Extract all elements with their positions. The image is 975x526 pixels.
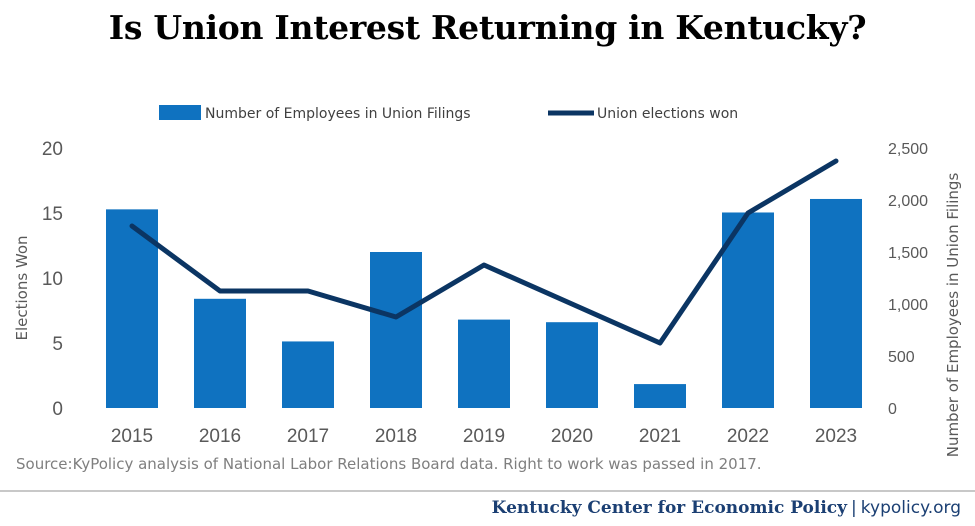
x-tick-label: 2017 <box>287 426 329 447</box>
right-tick-label: 2,000 <box>888 193 928 210</box>
bar-2018 <box>370 252 422 408</box>
x-tick-label: 2015 <box>111 426 153 447</box>
legend-label-line: Union elections won <box>597 106 738 122</box>
x-tick-label: 2022 <box>727 426 769 447</box>
footer-org: Kentucky Center for Economic Policy <box>491 498 848 518</box>
bar-2016 <box>194 298 246 408</box>
legend-label-bar: Number of Employees in Union Filings <box>205 106 471 122</box>
bar-2022 <box>722 212 774 408</box>
right-tick-label: 500 <box>888 349 915 366</box>
left-tick-label: 15 <box>42 204 63 225</box>
right-tick-label: 1,500 <box>888 245 928 262</box>
right-tick-label: 2,500 <box>888 141 928 158</box>
left-tick-label: 20 <box>42 139 63 160</box>
left-tick-label: 10 <box>42 269 63 290</box>
bar-2015 <box>106 209 158 408</box>
right-axis-title: Number of Employees in Union Filings <box>944 173 962 458</box>
left-axis-title: Elections Won <box>13 235 31 340</box>
x-tick-label: 2019 <box>463 426 505 447</box>
source-note: Source:KyPolicy analysis of National Lab… <box>16 455 762 473</box>
x-tick-label: 2023 <box>815 426 857 447</box>
footer: Kentucky Center for Economic Policy | kypo… <box>492 498 961 518</box>
x-tick-label: 2020 <box>551 426 593 447</box>
left-tick-label: 0 <box>52 399 63 420</box>
footer-separator: | <box>851 498 857 518</box>
x-tick-label: 2016 <box>199 426 241 447</box>
bar-2021 <box>634 384 686 408</box>
chart-title: Is Union Interest Returning in Kentucky? <box>108 8 867 47</box>
left-tick-label: 5 <box>52 334 63 355</box>
legend: Number of Employees in Union Filings Uni… <box>159 105 738 122</box>
x-tick-label: 2018 <box>375 426 417 447</box>
footer-site-link[interactable]: kypolicy.org <box>860 498 961 518</box>
bar-2023 <box>810 198 862 408</box>
bar-2017 <box>282 341 334 408</box>
legend-swatch-bar <box>159 105 201 120</box>
right-tick-label: 0 <box>888 401 897 418</box>
right-tick-label: 1,000 <box>888 297 928 314</box>
x-tick-label: 2021 <box>639 426 681 447</box>
footer-divider <box>0 490 975 492</box>
bar-2020 <box>546 322 598 408</box>
bar-2019 <box>458 319 510 408</box>
